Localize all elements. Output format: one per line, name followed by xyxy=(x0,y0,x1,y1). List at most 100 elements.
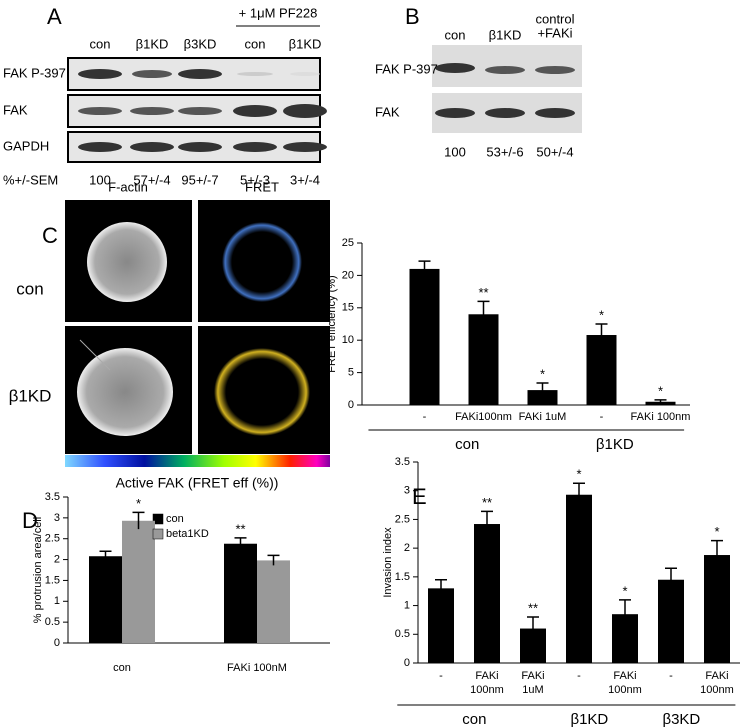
significance: ** xyxy=(235,521,245,536)
significance: * xyxy=(576,467,581,482)
row-label: FAK P-397 xyxy=(375,61,438,76)
x-tick-label: FAKi100nm xyxy=(455,411,512,423)
bar xyxy=(586,335,617,405)
bar xyxy=(428,588,454,663)
row-label: con xyxy=(16,279,43,298)
significance: * xyxy=(658,383,663,398)
y-tick-label: 3.5 xyxy=(45,491,60,503)
x-tick-label: - xyxy=(600,411,604,423)
quant-value: 100 xyxy=(444,144,466,159)
row-label: FAK P-397 xyxy=(3,65,66,80)
bar xyxy=(224,543,257,643)
x-tick-label: con xyxy=(113,662,131,674)
panel-letter: B xyxy=(405,4,420,29)
quant-value: 50+/-4 xyxy=(536,144,573,159)
x-tick-label: - xyxy=(423,411,427,423)
significance: ** xyxy=(478,285,488,300)
group-label: con xyxy=(462,711,486,727)
quant-value: 5+/-3 xyxy=(240,172,270,187)
y-axis-label: FRET efficiency (%) xyxy=(326,275,338,372)
error-bar xyxy=(481,510,493,537)
y-tick-label: 20 xyxy=(342,269,354,281)
legend-label: beta1KD xyxy=(166,528,209,540)
bar xyxy=(468,314,499,405)
error-bar xyxy=(418,260,431,277)
legend-swatch xyxy=(152,513,164,525)
significance: * xyxy=(599,307,604,322)
group-label: β3KD xyxy=(662,711,700,727)
legend-swatch xyxy=(152,528,164,540)
y-tick-label: 3 xyxy=(54,512,60,524)
y-tick-label: 1 xyxy=(54,595,60,607)
x-tick-label: - xyxy=(669,670,673,682)
error-bar xyxy=(234,537,247,550)
y-tick-label: 3.5 xyxy=(395,456,410,468)
bar xyxy=(257,560,290,643)
panel-letter: D xyxy=(22,508,38,533)
blot-b xyxy=(432,45,582,133)
error-bar xyxy=(536,382,549,398)
error-bar xyxy=(665,567,677,592)
error-bar xyxy=(477,300,490,328)
quant-value: 53+/-6 xyxy=(486,144,523,159)
quant-value: 95+/-7 xyxy=(181,172,218,187)
blot-a xyxy=(67,25,327,163)
x-tick-label: FAKi 100nm xyxy=(631,411,691,423)
error-bar xyxy=(99,550,112,562)
significance: * xyxy=(622,583,627,598)
error-bar xyxy=(435,578,447,597)
column-label: F-actin xyxy=(108,179,148,194)
error-bar xyxy=(595,323,608,347)
error-bar xyxy=(573,482,585,507)
column-label: control xyxy=(535,11,574,26)
row-label: GAPDH xyxy=(3,138,49,153)
error-bar xyxy=(267,554,280,566)
row-label: β1KD xyxy=(9,386,52,405)
error-bar xyxy=(132,511,145,530)
group-label: β1KD xyxy=(596,436,634,453)
y-axis-label: Invasion index xyxy=(382,527,394,598)
y-tick-label: 15 xyxy=(342,302,354,314)
column-label: β1KD xyxy=(136,36,169,51)
column-label: FRET xyxy=(245,179,279,194)
group-label: con xyxy=(455,436,479,453)
y-tick-label: 0.5 xyxy=(395,628,410,640)
column-label: β1KD xyxy=(489,27,522,42)
x-tick-label: - xyxy=(577,670,581,682)
y-tick-label: 0.5 xyxy=(45,616,60,628)
y-tick-label: 10 xyxy=(342,334,354,346)
significance: * xyxy=(136,496,141,511)
significance: * xyxy=(540,366,545,381)
y-tick-label: 0 xyxy=(348,399,354,411)
x-tick-label: FAKi 100nM xyxy=(227,662,287,674)
bar xyxy=(89,556,122,643)
significance: ** xyxy=(528,600,538,615)
y-tick-label: 0 xyxy=(54,637,60,649)
bar xyxy=(409,268,440,405)
bar xyxy=(704,555,730,663)
column-label: con xyxy=(90,36,111,51)
x-tick-label: - xyxy=(439,670,443,682)
x-tick-label: FAKi 1uM xyxy=(519,411,567,423)
bar xyxy=(566,494,592,663)
significance: ** xyxy=(482,495,492,510)
treatment-label: + 1μM PF228 xyxy=(239,5,318,20)
x-tick-label: FAKi 1uM xyxy=(521,670,544,696)
y-tick-label: 2 xyxy=(54,553,60,565)
column-label: +FAKi xyxy=(537,25,572,40)
colorbar-label: Active FAK (FRET eff (%)) xyxy=(116,475,279,491)
bar xyxy=(122,520,155,643)
row-label: FAK xyxy=(375,104,400,119)
row-label: FAK xyxy=(3,102,28,117)
bar xyxy=(474,524,500,663)
error-bar xyxy=(619,599,631,629)
group-label: β1KD xyxy=(570,711,608,727)
y-tick-label: 2.5 xyxy=(45,533,60,545)
bar xyxy=(527,390,558,405)
error-bar xyxy=(654,399,667,404)
error-bar xyxy=(527,616,539,641)
y-tick-label: 1.5 xyxy=(395,571,410,583)
